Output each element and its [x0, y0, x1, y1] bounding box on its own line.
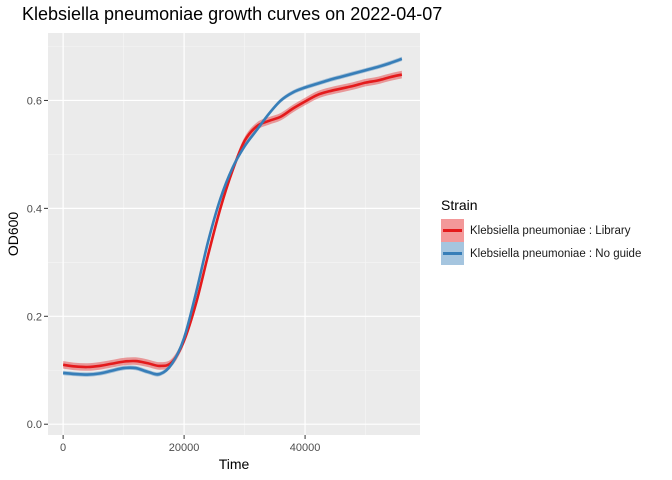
major-gridlines [48, 33, 420, 435]
legend-item-no-guide: Klebsiella pneumoniae : No guide [441, 242, 641, 265]
legend-line-library [443, 229, 462, 232]
y-axis-label: OD600 [5, 212, 21, 257]
series-lines [62, 57, 403, 376]
legend-item-library: Klebsiella pneumoniae : Library [441, 219, 641, 242]
legend: Strain Klebsiella pneumoniae : Library K… [441, 197, 641, 265]
y-tick-label: 0.0 [27, 419, 42, 431]
chart-title: Klebsiella pneumoniae growth curves on 2… [22, 4, 443, 24]
legend-title: Strain [441, 197, 478, 213]
y-tick-label: 0.6 [27, 95, 42, 107]
series-line-1 [63, 57, 403, 376]
legend-line-no-guide [443, 252, 462, 255]
y-tick-label: 0.4 [27, 203, 42, 215]
x-axis-label: Time [219, 456, 250, 472]
legend-label-library: Klebsiella pneumoniae : Library [470, 224, 631, 237]
axes: 0 20000 40000 0.0 0.2 0.4 0.6 [27, 95, 321, 454]
legend-label-no-guide: Klebsiella pneumoniae : No guide [470, 247, 642, 260]
x-tick-label: 0 [60, 442, 66, 454]
x-tick-label: 40000 [290, 442, 321, 454]
y-tick-label: 0.2 [27, 311, 42, 323]
legend-key-library [441, 219, 464, 242]
x-tick-label: 20000 [169, 442, 200, 454]
legend-key-no-guide [441, 242, 464, 265]
